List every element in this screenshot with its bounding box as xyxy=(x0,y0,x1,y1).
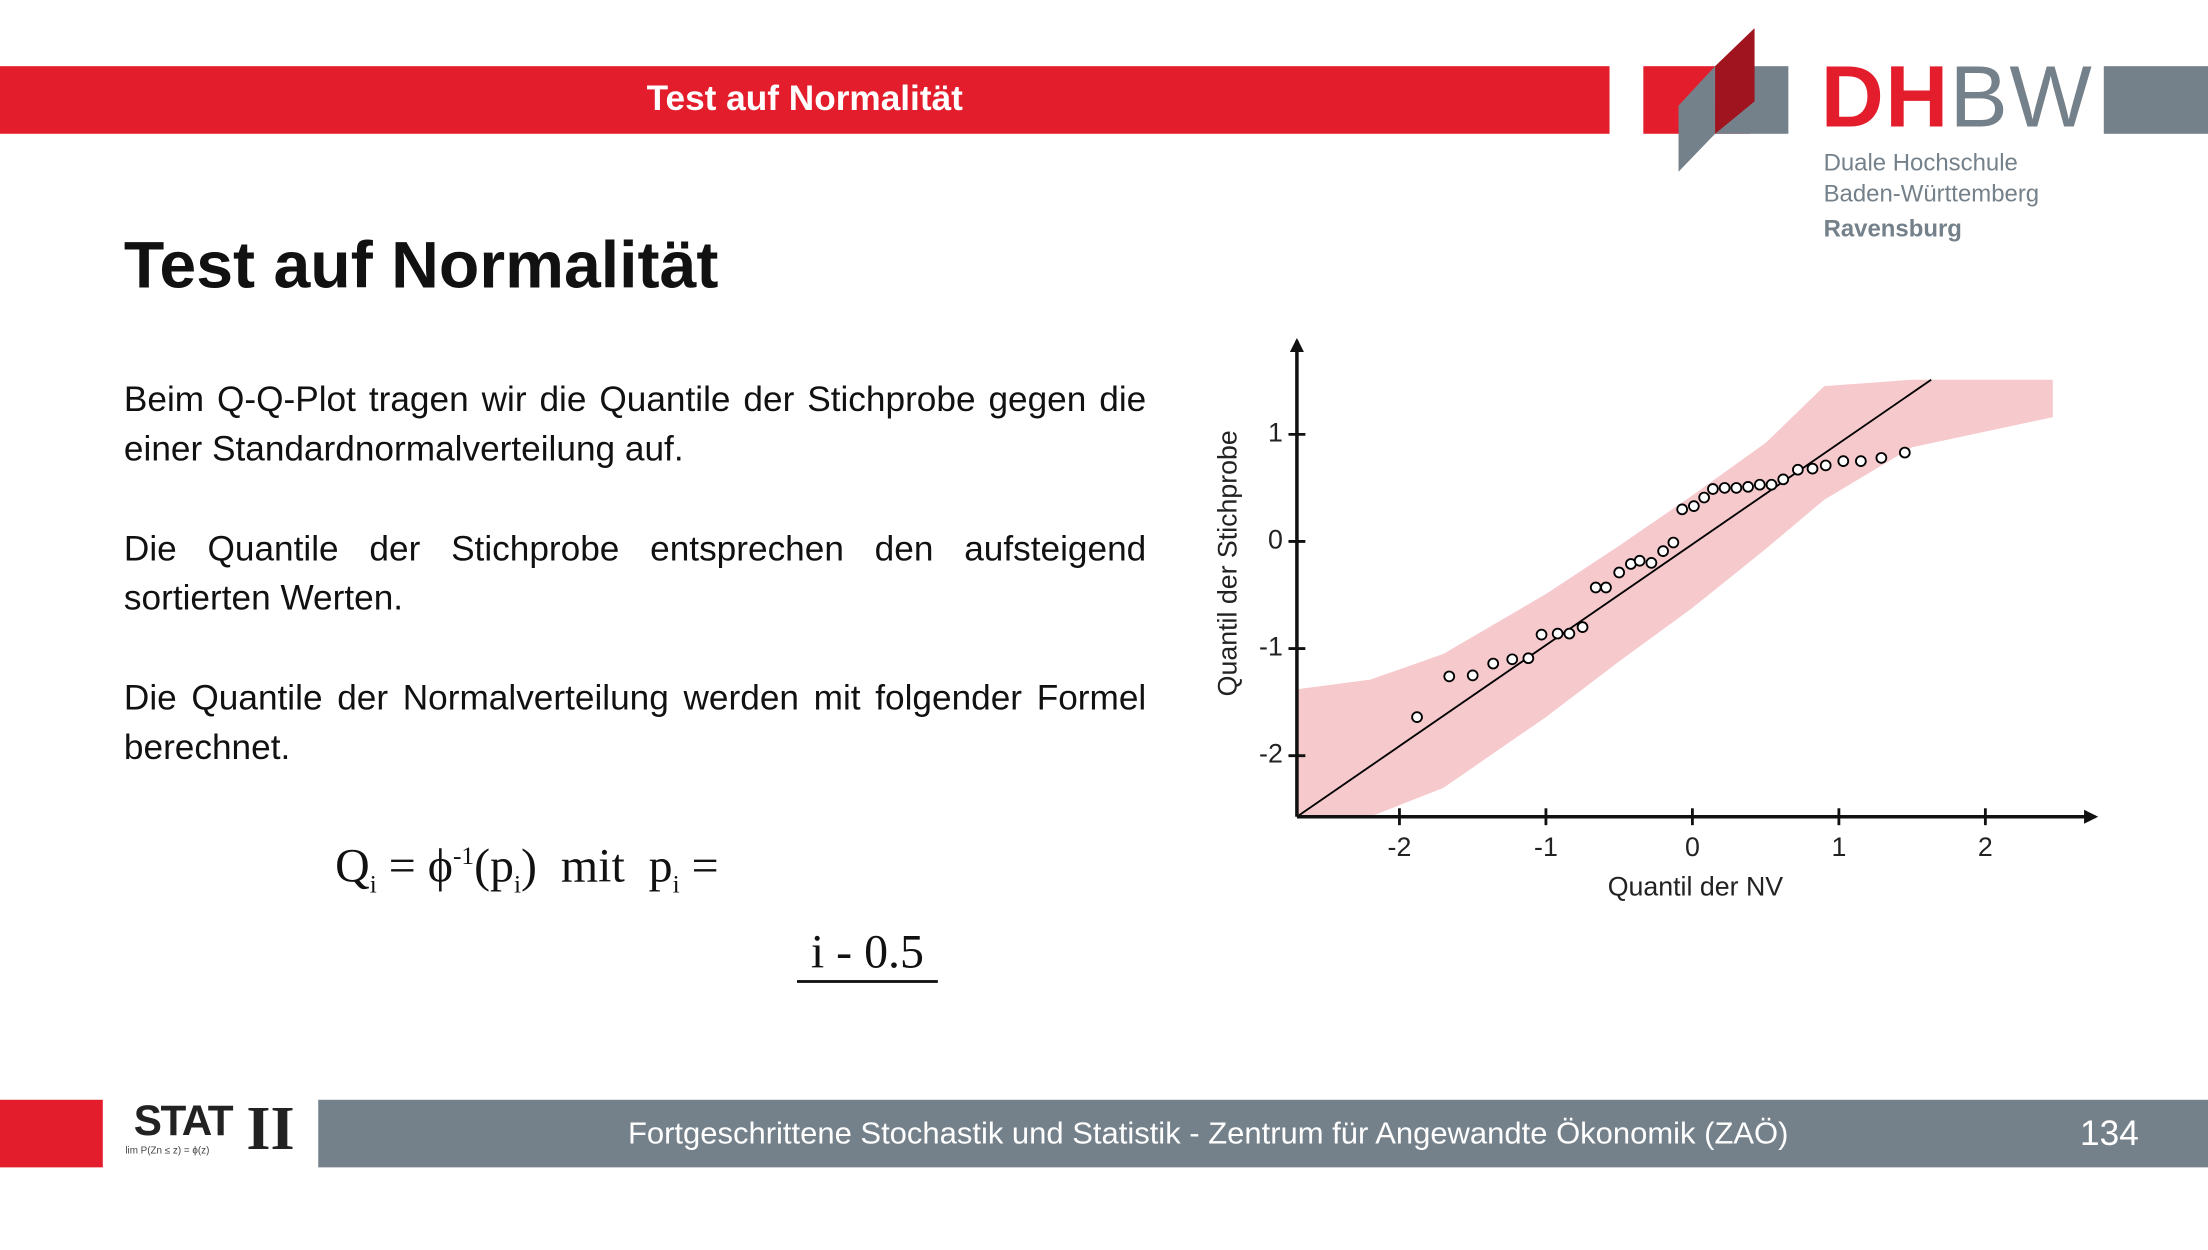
data-point xyxy=(1730,482,1743,494)
footer-logo-formula: lim P(Zn ≤ z) = ϕ(z) xyxy=(125,1146,210,1157)
data-point xyxy=(1551,627,1564,640)
data-point xyxy=(1792,463,1804,476)
data-point xyxy=(1589,581,1602,594)
logo-line: Duale Hochschule xyxy=(1823,149,2018,177)
data-point xyxy=(1698,491,1710,504)
logo-dh: DH xyxy=(1820,49,1950,147)
logo-bw: BW xyxy=(1949,49,2094,147)
x-axis-arrow xyxy=(2084,809,2099,824)
formula-part: = xyxy=(691,840,719,893)
data-point xyxy=(1506,653,1519,666)
formula-sup: -1 xyxy=(452,841,475,870)
x-tick-label: 1 xyxy=(1831,832,1846,862)
x-tick-label: -1 xyxy=(1534,832,1558,862)
y-axis-label: Quantil der Stichprobe xyxy=(1212,430,1242,696)
data-point xyxy=(1613,566,1626,579)
logo-text: Duale Hochschule Baden-Württemberg Raven… xyxy=(1824,148,2040,245)
data-point xyxy=(1563,627,1576,640)
data-point xyxy=(1466,669,1479,682)
y-tick-label: 1 xyxy=(1268,417,1283,447)
x-axis-label: Quantil der NV xyxy=(1608,872,1784,902)
y-tick-label: -1 xyxy=(1259,632,1283,662)
paragraph: Beim Q-Q-Plot tragen wir die Quantile de… xyxy=(123,380,1147,469)
data-point xyxy=(1742,480,1754,493)
y-axis-arrow xyxy=(1289,337,1304,353)
data-point xyxy=(1777,473,1790,486)
formula-numerator: i - 0.5 xyxy=(797,927,938,983)
paragraph: Die Quantile der Normalverteilung werden… xyxy=(123,678,1147,768)
data-point xyxy=(1443,670,1456,683)
formula-part: (p xyxy=(474,840,514,893)
slide-title: Test auf Normalität xyxy=(123,226,719,302)
footer-text: Fortgeschrittene Stochastik und Statisti… xyxy=(627,1115,1789,1151)
header-bar xyxy=(0,66,1610,134)
page-number: 134 xyxy=(2080,1113,2139,1154)
data-point xyxy=(1753,478,1766,491)
data-point xyxy=(1657,545,1669,557)
x-tick-label: 0 xyxy=(1685,832,1700,862)
header-title: Test auf Normalität xyxy=(646,78,963,119)
data-point xyxy=(1645,557,1658,569)
data-point xyxy=(1898,446,1911,459)
y-tick-label: 0 xyxy=(1268,525,1283,555)
data-point xyxy=(1837,455,1850,467)
data-point xyxy=(1487,657,1500,670)
logo-wordmark: DHBW xyxy=(1821,53,2093,144)
footer-bar xyxy=(318,1099,2208,1168)
data-point xyxy=(1535,628,1548,641)
data-point xyxy=(1806,462,1819,475)
logo-line: Baden-Württemberg xyxy=(1823,180,2040,207)
confidence-band xyxy=(1296,379,2053,817)
data-point xyxy=(1875,452,1888,464)
data-point xyxy=(1707,483,1719,495)
formula-part: Q xyxy=(335,840,370,893)
data-point xyxy=(1765,478,1778,491)
formula-part: ) mit p xyxy=(521,840,673,893)
logo-mark xyxy=(1643,28,1789,172)
data-point xyxy=(1522,652,1535,665)
data-point xyxy=(1600,581,1612,594)
data-point xyxy=(1688,500,1700,512)
paragraph: Die Quantile der Stichprobe entsprechen … xyxy=(123,529,1147,619)
formula: Qi = ϕ-1(pi) mit pi = xyxy=(335,841,719,900)
y-tick-label: -2 xyxy=(1259,739,1283,769)
formula-sub: i xyxy=(513,869,522,899)
data-point xyxy=(1855,455,1867,467)
footer-logo: STAT xyxy=(133,1098,234,1145)
data-point xyxy=(1411,711,1423,723)
header-gray-block xyxy=(2103,66,2208,134)
formula-part: = ϕ xyxy=(388,840,453,893)
data-point xyxy=(1676,503,1689,516)
data-point xyxy=(1667,536,1680,549)
formula-sub: i xyxy=(369,869,377,899)
reference-line xyxy=(1296,378,1932,818)
x-tick-label: -2 xyxy=(1388,832,1412,862)
data-point xyxy=(1633,554,1646,567)
qq-plot: -2 -1 0 1 2 -2 -1 0 1 Quantil der NV Quantil der S… xyxy=(1212,337,2099,902)
footer-logo-numeral: II xyxy=(246,1094,295,1164)
data-point xyxy=(1718,482,1731,494)
logo-campus: Ravensburg xyxy=(1823,215,1962,243)
footer-red-block xyxy=(0,1099,103,1168)
formula-sub: i xyxy=(672,869,680,899)
x-tick-label: 2 xyxy=(1978,832,1993,862)
data-point xyxy=(1819,459,1832,472)
data-point xyxy=(1576,621,1589,633)
